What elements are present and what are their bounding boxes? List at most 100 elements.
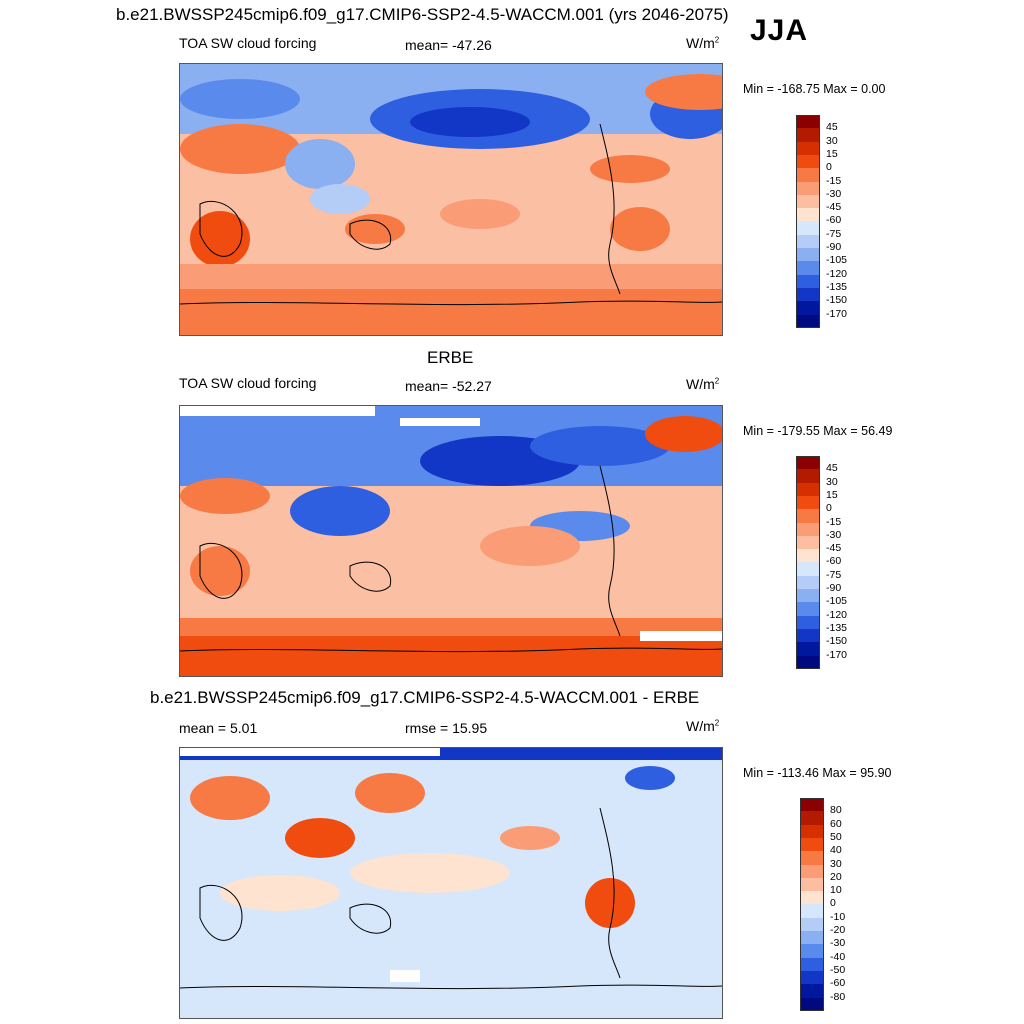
colorbar-swatch <box>796 642 820 656</box>
colorbar-tick-label: -80 <box>830 990 846 1003</box>
colorbar-swatch <box>796 181 820 196</box>
colorbar-tick-label: -135 <box>826 621 848 634</box>
colorbar-swatch <box>796 655 820 670</box>
colorbar-swatch <box>796 314 820 329</box>
colorbar-swatch <box>800 917 824 932</box>
colorbar-swatch <box>796 549 820 563</box>
colorbar-swatch <box>800 851 824 865</box>
colorbar-tick-label: -90 <box>826 582 842 594</box>
panel3-minmax: Min = -113.46 Max = 95.90 <box>743 766 892 780</box>
colorbar-tick-label: -15 <box>826 174 842 187</box>
colorbar-swatch <box>800 877 824 892</box>
colorbar-tick-label: -45 <box>826 201 842 214</box>
colorbar-tick-label: 20 <box>830 870 842 883</box>
panel2-heading: ERBE <box>427 348 474 367</box>
panel2-minmax: Min = -179.55 Max = 56.49 <box>743 424 893 438</box>
colorbar-tick-label: -30 <box>826 187 842 200</box>
panel3-map <box>179 747 723 1019</box>
panel1-mean-label: mean= -47.26 <box>405 37 492 53</box>
colorbar-frame <box>800 798 824 1011</box>
colorbar-tick-label: 80 <box>830 804 842 817</box>
colorbar-tick-label: 30 <box>830 857 842 870</box>
colorbar-swatch <box>796 261 820 276</box>
colorbar-tick-label: 15 <box>826 147 838 160</box>
figure-title: b.e21.BWSSP245cmip6.f09_g17.CMIP6-SSP2-4… <box>116 5 729 24</box>
colorbar-tick-label: -60 <box>826 555 842 568</box>
colorbar-tick-label: 50 <box>830 830 842 843</box>
colorbar-tick-label: -120 <box>826 608 848 621</box>
colorbar-swatch <box>796 615 820 630</box>
colorbar-swatch <box>796 115 820 129</box>
colorbar-tick-label: -170 <box>826 307 848 320</box>
colorbar-swatch <box>800 811 824 826</box>
colorbar-swatch <box>796 194 820 209</box>
panel3-map-svg <box>180 748 722 1018</box>
colorbar-swatch <box>796 168 820 182</box>
colorbar-swatch <box>796 509 820 523</box>
colorbar-tick-label: -120 <box>826 267 848 280</box>
season-label: JJA <box>750 14 809 47</box>
colorbar-tick-label: 0 <box>826 502 832 515</box>
panel2-map-svg <box>180 406 722 676</box>
colorbar-swatch <box>800 957 824 972</box>
panel3-units: W/m2 <box>686 718 720 734</box>
colorbar-tick-label: 0 <box>830 897 836 910</box>
colorbar-tick-label: -15 <box>826 515 842 528</box>
colorbar-tick-label: -45 <box>826 542 842 555</box>
colorbar-frame <box>796 456 820 669</box>
colorbar-tick-label: -105 <box>826 254 848 267</box>
colorbar-swatch <box>796 208 820 222</box>
colorbar-swatch <box>800 864 824 879</box>
colorbar-tick-label: 30 <box>826 475 838 488</box>
colorbar-swatch <box>796 141 820 156</box>
colorbar-swatch <box>800 984 824 998</box>
colorbar-tick-label: 60 <box>830 817 842 830</box>
panel1-variable-label: TOA SW cloud forcing <box>179 35 317 51</box>
colorbar-swatch <box>800 837 824 852</box>
colorbar-tick-label: 45 <box>826 121 838 134</box>
panel2-variable-label: TOA SW cloud forcing <box>179 375 317 391</box>
panel2-mean-label: mean= -52.27 <box>405 378 492 394</box>
colorbar-swatch <box>796 221 820 236</box>
colorbar-tick-label: -75 <box>826 227 842 240</box>
colorbar-swatch <box>796 535 820 550</box>
colorbar-swatch <box>796 469 820 484</box>
colorbar-swatch <box>796 128 820 143</box>
colorbar-tick-label: 0 <box>826 161 832 174</box>
colorbar-swatch <box>796 234 820 249</box>
panel1-map <box>179 63 723 336</box>
colorbar-tick-label: -20 <box>830 924 846 936</box>
panel2-map <box>179 405 723 677</box>
colorbar-swatch <box>800 944 824 959</box>
colorbar-tick-label: -150 <box>826 294 848 307</box>
colorbar-tick-label: 30 <box>826 134 838 147</box>
colorbar-tick-label: -50 <box>830 963 846 976</box>
colorbar-swatch <box>800 904 824 919</box>
colorbar-tick-label: 40 <box>830 844 842 857</box>
panel1-map-svg <box>180 64 722 335</box>
colorbar-tick-label: -60 <box>830 977 846 990</box>
colorbar-swatch <box>800 997 824 1012</box>
colorbar-swatch <box>796 154 820 169</box>
colorbar-tick-label: -30 <box>826 528 842 541</box>
colorbar-swatch <box>800 931 824 945</box>
colorbar-swatch <box>796 274 820 289</box>
colorbar-swatch <box>796 522 820 537</box>
colorbar-tick-label: -150 <box>826 635 848 648</box>
colorbar-frame <box>796 115 820 328</box>
colorbar-tick-label: -60 <box>826 214 842 227</box>
colorbar-swatch <box>796 495 820 510</box>
panel3-rmse-label: rmse = 15.95 <box>405 720 488 736</box>
colorbar-tick-label: -170 <box>826 648 848 661</box>
colorbar-swatch <box>800 891 824 905</box>
colorbar-tick-label: -40 <box>830 950 846 963</box>
colorbar-tick-label: -105 <box>826 595 848 608</box>
colorbar-swatch <box>800 970 824 985</box>
colorbar-swatch <box>796 602 820 617</box>
colorbar-swatch <box>796 562 820 577</box>
colorbar-tick-label: -75 <box>826 568 842 581</box>
colorbar-tick-label: -10 <box>830 910 846 923</box>
colorbar-swatch <box>796 301 820 315</box>
panel1-minmax: Min = -168.75 Max = 0.00 <box>743 82 886 96</box>
colorbar-swatch <box>796 589 820 603</box>
